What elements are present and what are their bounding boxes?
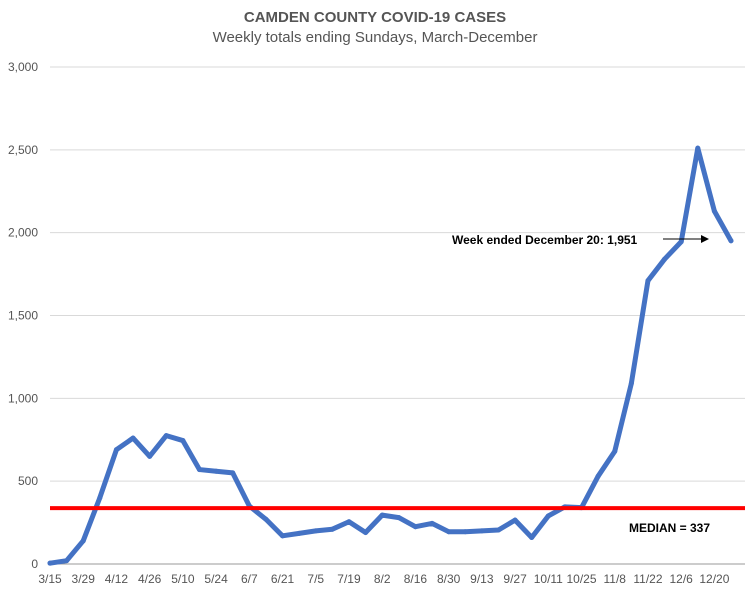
data-point	[80, 538, 86, 544]
series-layer	[47, 145, 734, 566]
y-tick-label: 1,500	[8, 309, 38, 323]
x-tick-label: 7/5	[307, 572, 324, 586]
x-tick-label: 10/25	[566, 572, 596, 586]
annotation-layer: Week ended December 20: 1,951	[452, 233, 709, 247]
y-tick-label: 1,000	[8, 391, 38, 405]
data-point	[462, 529, 468, 535]
series-line	[47, 145, 734, 566]
x-tick-label: 9/13	[470, 572, 494, 586]
y-tick-label: 2,000	[8, 226, 38, 240]
data-point	[545, 513, 551, 519]
data-point	[695, 145, 701, 151]
data-point	[396, 515, 402, 521]
data-point	[329, 526, 335, 532]
data-point	[429, 520, 435, 526]
data-point	[628, 380, 634, 386]
x-tick-label: 4/12	[105, 572, 129, 586]
data-point	[446, 529, 452, 535]
data-point	[512, 517, 518, 523]
x-tick-label: 7/19	[337, 572, 361, 586]
x-tick-label: 8/30	[437, 572, 461, 586]
x-tick-label: 8/16	[404, 572, 428, 586]
x-tick-label: 3/29	[72, 572, 96, 586]
data-point	[47, 560, 53, 566]
x-tick-label: 12/6	[669, 572, 693, 586]
x-tick-label: 4/26	[138, 572, 162, 586]
data-point	[196, 467, 202, 473]
data-point	[645, 278, 651, 284]
annotation-text: Week ended December 20: 1,951	[452, 233, 638, 247]
x-axis-ticks: 3/15 3/29 4/12 4/26 5/10 5/24 6/7 6/21 7/5 7/19 8/…	[38, 572, 729, 586]
data-point	[113, 447, 119, 453]
median-label: MEDIAN = 337	[629, 521, 710, 535]
x-tick-label: 5/10	[171, 572, 195, 586]
chart-subtitle: Weekly totals ending Sundays, March-Dece…	[212, 29, 538, 46]
x-tick-label: 6/7	[241, 572, 258, 586]
y-tick-label: 0	[31, 557, 38, 571]
data-point	[678, 239, 684, 245]
x-tick-label: 10/11	[534, 572, 563, 586]
median-layer: MEDIAN = 337	[50, 506, 745, 535]
data-point	[147, 453, 153, 459]
x-tick-label: 9/27	[503, 572, 527, 586]
data-point	[97, 495, 103, 501]
y-axis-ticks: 0 500 1,000 1,500 2,000 2,500 3,000	[8, 60, 38, 571]
x-tick-label: 5/24	[204, 572, 228, 586]
data-point	[529, 534, 535, 540]
data-point	[130, 435, 136, 441]
data-point	[180, 438, 186, 444]
x-tick-label: 12/20	[699, 572, 729, 586]
data-point	[263, 516, 269, 522]
data-point	[346, 519, 352, 525]
y-tick-label: 3,000	[8, 60, 38, 74]
data-point	[230, 470, 236, 476]
data-point	[495, 527, 501, 533]
x-tick-label: 6/21	[271, 572, 295, 586]
data-point	[296, 530, 302, 536]
x-tick-label: 11/8	[603, 572, 626, 586]
data-point	[479, 528, 485, 534]
data-point	[163, 433, 169, 439]
x-tick-label: 11/22	[633, 572, 662, 586]
data-point	[728, 238, 734, 244]
y-tick-label: 500	[18, 474, 38, 488]
y-tick-label: 2,500	[8, 143, 38, 157]
chart-title: CAMDEN COUNTY COVID-19 CASES	[243, 9, 507, 26]
data-point	[612, 448, 618, 454]
data-point	[711, 208, 717, 214]
data-point	[64, 558, 70, 564]
data-point	[213, 468, 219, 474]
data-point	[595, 473, 601, 479]
data-point	[363, 530, 369, 536]
data-point	[412, 524, 418, 530]
x-tick-label: 3/15	[38, 572, 62, 586]
x-tick-label: 8/2	[374, 572, 391, 586]
data-point	[313, 528, 319, 534]
data-point	[379, 512, 385, 518]
data-point	[280, 533, 286, 539]
data-point	[662, 256, 668, 262]
